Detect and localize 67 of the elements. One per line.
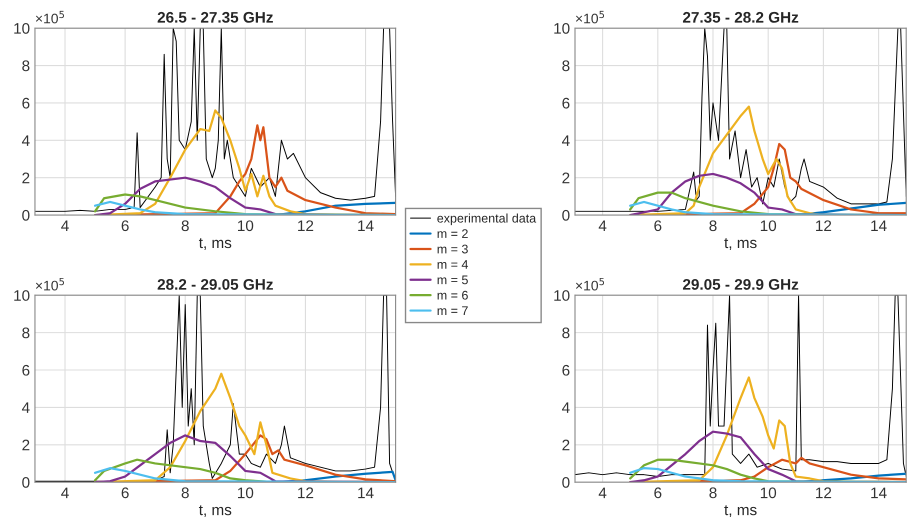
y-tick-label: 10 [14, 23, 30, 34]
y-tick-label: 6 [562, 98, 570, 109]
x-tick-label: 6 [122, 487, 129, 498]
y-tick-label: 4 [22, 135, 30, 146]
x-tick-label: 10 [760, 220, 776, 232]
x-tick-label: 14 [358, 488, 374, 498]
x-tick-label: 4 [61, 488, 69, 498]
x-tick-label: 6 [654, 220, 662, 232]
x-tick-label: 4 [598, 220, 606, 231]
x-tick-label: 8 [182, 487, 189, 498]
y-tick-label: 8 [22, 60, 30, 72]
x-tick-label: 8 [709, 487, 717, 498]
y-tick-label: 2 [22, 172, 30, 184]
y-tick-label: 4 [562, 402, 570, 413]
x-tick-label: 4 [61, 220, 69, 231]
y-tick-label: 0 [22, 210, 30, 221]
text: ×10$^{5}$ [36, 278, 64, 291]
y-tick-label: 2 [562, 172, 570, 184]
text: ×10$^{5}$ [36, 10, 64, 24]
chart-title: 26.5 - 27.35 GHz [158, 12, 273, 23]
y-tick-label: 6 [562, 364, 570, 376]
legend-label: m = 4 [438, 260, 468, 269]
x-tick-label: 10 [238, 220, 254, 232]
x-tick-label: 14 [871, 220, 887, 231]
y-tick-label: 6 [22, 98, 30, 109]
legend-label: experimental data [437, 213, 536, 226]
y-tick-label: 2 [562, 440, 570, 450]
x-axis-title: t, ms [198, 238, 232, 250]
legend-label: m = 5 [438, 276, 468, 284]
x-tick-label: 12 [816, 220, 832, 231]
x-tick-label: 8 [709, 220, 717, 232]
y-tick-label: 2 [22, 440, 30, 450]
x-tick-label: 10 [760, 487, 776, 498]
x-tick-label: 12 [298, 487, 314, 498]
y-tick-label: 10 [554, 290, 570, 301]
y-tick-label: 6 [22, 364, 30, 376]
y-tick-label: 0 [562, 477, 570, 488]
chart-title: 27.35 - 28.2 GHz [682, 12, 798, 23]
x-tick-label: 12 [298, 220, 314, 231]
legend-label: m = 3 [438, 244, 468, 254]
x-tick-label: 4 [598, 488, 606, 498]
x-axis-title: t, ms [198, 505, 232, 518]
x-axis-title: t, ms [724, 238, 757, 250]
x-axis-title: t, ms [724, 505, 757, 518]
legend-label: m = 7 [438, 306, 468, 315]
y-tick-label: 8 [562, 327, 570, 338]
y-tick-label: 4 [22, 402, 30, 413]
legend-label: m = 2 [438, 229, 468, 238]
y-tick-label: 8 [562, 60, 570, 72]
legend-label: m = 6 [438, 290, 468, 300]
y-tick-label: 8 [22, 327, 30, 338]
y-tick-label: 4 [562, 135, 570, 146]
y-tick-label: 10 [554, 23, 570, 34]
chart-title: 28.2 - 29.05 GHz [158, 279, 273, 290]
y-tick-label: 10 [14, 290, 30, 301]
x-tick-label: 10 [238, 487, 254, 498]
y-tick-label: 0 [22, 477, 30, 488]
x-tick-label: 6 [654, 487, 662, 498]
text: ×10$^{5}$ [576, 10, 604, 24]
x-tick-label: 14 [358, 220, 374, 231]
chart-title: 29.05 - 29.9 GHz [682, 279, 798, 290]
x-tick-label: 14 [871, 488, 887, 498]
x-tick-label: 8 [182, 220, 189, 232]
text: ×10$^{5}$ [576, 278, 604, 291]
x-tick-label: 6 [122, 220, 129, 232]
y-tick-label: 0 [562, 210, 570, 221]
x-tick-label: 12 [816, 487, 832, 498]
